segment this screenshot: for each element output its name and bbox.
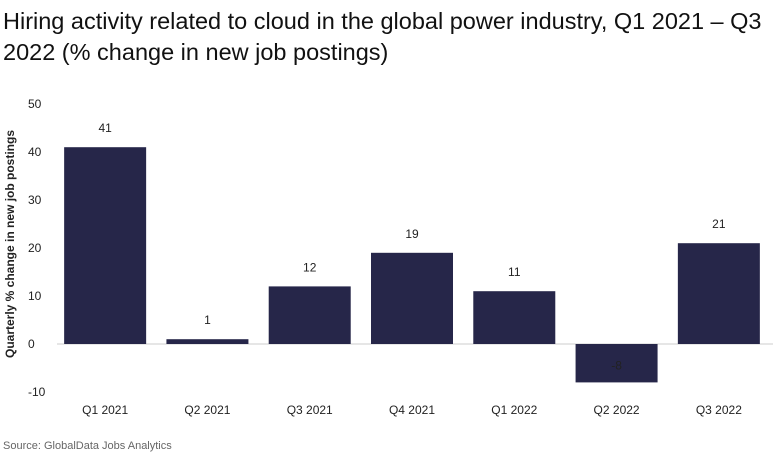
x-tick-label: Q3 2021 (287, 403, 333, 417)
source-note: Source: GlobalData Jobs Analytics (3, 440, 172, 452)
y-tick-label: 40 (28, 145, 42, 159)
x-tick-label: Q3 2022 (696, 403, 742, 417)
data-label: -8 (611, 358, 622, 372)
x-tick-label: Q2 2022 (594, 403, 640, 417)
data-label: 41 (98, 121, 112, 135)
data-label: 12 (303, 260, 317, 274)
y-tick-label: -10 (28, 385, 46, 399)
bar (268, 286, 351, 344)
data-label: 11 (508, 265, 521, 279)
bar (64, 147, 147, 344)
y-tick-label: 30 (28, 193, 42, 207)
y-axis-label: Quarterly % change in new job postings (3, 130, 17, 358)
bar (575, 344, 658, 383)
bar (473, 291, 556, 344)
y-tick-label: 50 (28, 97, 42, 111)
data-label: 19 (405, 227, 419, 241)
y-axis-ticks: -10 0 10 20 30 40 50 (28, 97, 46, 399)
y-tick-label: 0 (28, 337, 35, 351)
bar (166, 339, 249, 344)
y-tick-label: 10 (28, 289, 42, 303)
bar (677, 243, 760, 344)
category-labels: Q1 2021 Q2 2021 Q3 2021 Q4 2021 Q1 2022 Q2 20… (82, 403, 742, 417)
data-label: 1 (204, 313, 211, 327)
x-tick-label: Q1 2022 (491, 403, 537, 417)
value-labels: 41 1 12 19 11 -8 21 (98, 121, 725, 372)
x-tick-label: Q2 2021 (184, 403, 230, 417)
bars (64, 147, 760, 383)
y-tick-label: 20 (28, 241, 42, 255)
chart-title: Hiring activity related to cloud in the … (3, 8, 762, 65)
x-tick-label: Q4 2021 (389, 403, 435, 417)
x-tick-label: Q1 2021 (82, 403, 128, 417)
bar (371, 252, 453, 344)
data-label: 21 (712, 217, 726, 231)
